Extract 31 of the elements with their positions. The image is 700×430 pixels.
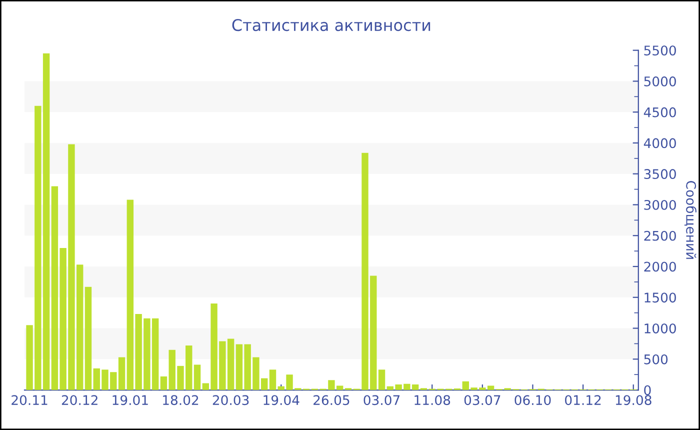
- x-tick-label: 20.12: [62, 395, 98, 406]
- bar: [378, 370, 386, 390]
- bar: [84, 286, 92, 390]
- x-tick-label: 20.11: [12, 395, 48, 406]
- y-tick-label: 3500: [644, 169, 676, 180]
- x-tick-label: 18.02: [163, 395, 198, 406]
- x-tick-label: 01.12: [565, 395, 601, 406]
- y-tick-label: 0: [644, 385, 651, 396]
- y-tick-label: 2000: [644, 262, 676, 272]
- y-tick-label: 5500: [644, 46, 676, 56]
- x-tick-label: 19.08: [616, 395, 652, 406]
- x-tick-label: 11.08: [414, 395, 450, 406]
- x-tick-label: 03.07: [464, 395, 500, 406]
- bar: [269, 370, 276, 390]
- chart-title: Статистика активности: [232, 19, 430, 32]
- x-tick-label: 03.07: [364, 395, 400, 406]
- y-tick-label: 5000: [644, 76, 676, 86]
- y-tick-label: 500: [644, 354, 668, 364]
- x-tick-label: 06.10: [514, 395, 551, 406]
- y-tick-label: 4500: [644, 107, 676, 118]
- x-tick-label: 20.03: [212, 395, 249, 406]
- x-tick-label: 19.01: [112, 395, 148, 406]
- y-tick-label: 1000: [644, 323, 676, 334]
- y-tick-label: 1500: [644, 292, 676, 303]
- y-tick-label: 4000: [644, 138, 676, 148]
- y-tick-label: 3000: [644, 200, 676, 210]
- y-axis-title: Сообщений: [684, 180, 697, 259]
- x-tick-label: 19.04: [264, 395, 300, 406]
- y-tick-label: 2500: [644, 230, 676, 241]
- bar: [194, 364, 201, 390]
- x-tick-label: 26.05: [314, 395, 350, 406]
